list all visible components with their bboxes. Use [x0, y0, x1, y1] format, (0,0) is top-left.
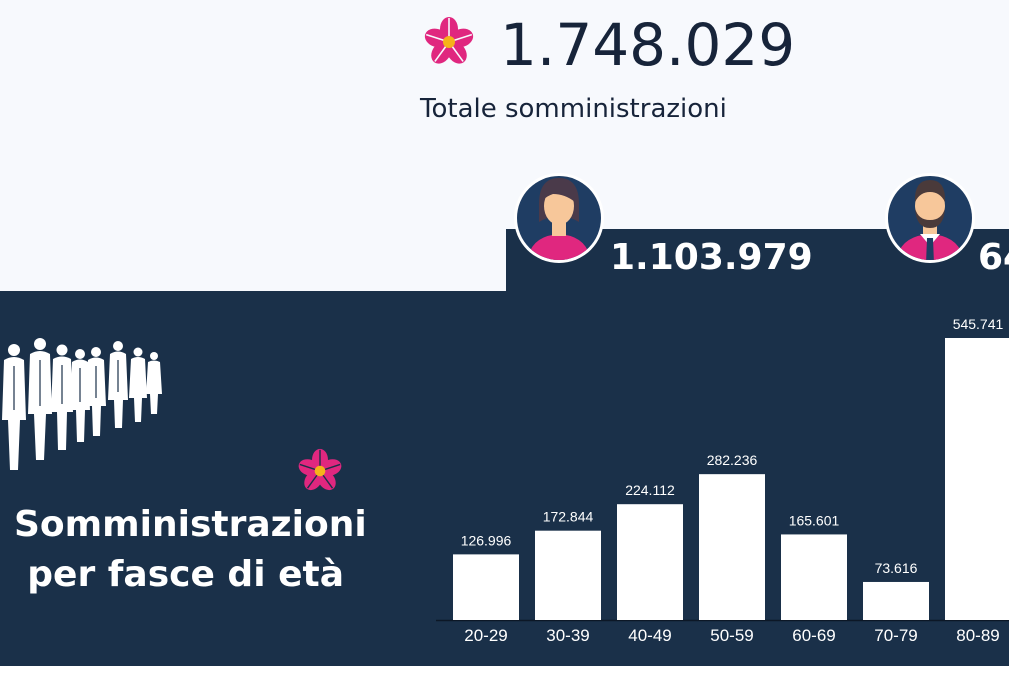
age-bar-chart: 126.996 20-29 172.844 30-39 224.112 40-49 282.…: [436, 316, 1009, 645]
tick-label-50-59: 50-59: [710, 626, 753, 645]
total-administrations-label: Totale somministrazioni: [420, 94, 727, 124]
total-administrations-value: 1.748.029: [500, 11, 796, 79]
man-avatar-icon: [885, 173, 975, 263]
data-label-70-79: 73.616: [875, 560, 918, 576]
age-section-title-line2: per fasce di età: [27, 554, 344, 595]
men-administrations-value: 64: [978, 237, 1009, 278]
tick-label-70-79: 70-79: [874, 626, 917, 645]
bottom-strip: [0, 666, 1009, 673]
bar-80-89: [945, 338, 1009, 620]
crowd-silhouette-icon: [2, 338, 162, 470]
data-label-30-39: 172.844: [543, 509, 594, 525]
data-label-80-89: 545.741: [953, 316, 1004, 332]
woman-avatar-icon: [514, 173, 604, 263]
bar-50-59: [699, 474, 765, 620]
tick-label-20-29: 20-29: [464, 626, 507, 645]
data-label-40-49: 224.112: [625, 482, 675, 498]
data-label-60-69: 165.601: [789, 512, 840, 528]
bar-70-79: [863, 581, 929, 620]
tick-label-60-69: 60-69: [792, 626, 835, 645]
bar-30-39: [535, 530, 601, 620]
data-label-20-29: 126.996: [461, 532, 512, 548]
bar-60-69: [781, 534, 847, 620]
bar-40-49: [617, 504, 683, 620]
bar-20-29: [453, 554, 519, 620]
age-section-title: Somministrazioni per fasce di età: [14, 500, 367, 600]
tick-label-40-49: 40-49: [628, 626, 671, 645]
women-administrations-value: 1.103.979: [610, 237, 813, 278]
age-section-title-line1: Somministrazioni: [14, 504, 367, 545]
tick-label-30-39: 30-39: [546, 626, 589, 645]
primula-flower-icon: [424, 17, 474, 64]
tick-label-80-89: 80-89: [956, 626, 999, 645]
data-label-50-59: 282.236: [707, 452, 758, 468]
primula-flower-icon: [298, 448, 342, 491]
